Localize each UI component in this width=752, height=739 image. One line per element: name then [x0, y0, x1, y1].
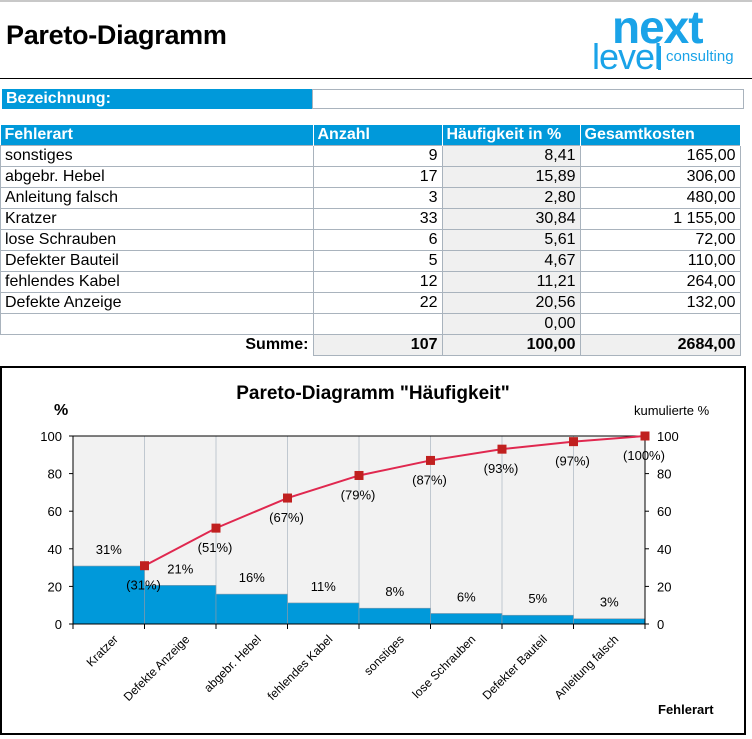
y-tick-label-right: 40 [657, 542, 671, 557]
cell-haeufigkeit[interactable]: 5,61 [441, 229, 581, 251]
y-tick-label-right: 80 [657, 467, 671, 482]
x-category-label: Defekte Anzeige [121, 632, 193, 704]
table-row: Defekte Anzeige 22 20,56 132,00 [0, 292, 741, 314]
cell-haeufigkeit[interactable]: 20,56 [441, 292, 581, 314]
cumulative-marker [426, 455, 435, 465]
top-border [0, 0, 752, 2]
bar-label: 31% [96, 542, 122, 557]
bar-label: 16% [239, 570, 265, 585]
x-category-label: lose Schrauben [410, 632, 479, 701]
cell-kosten[interactable]: 480,00 [579, 187, 741, 209]
table-header-row: Fehlerart Anzahl Häufigkeit in % Gesamtk… [0, 125, 741, 146]
bezeichnung-label: Bezeichnung: [2, 89, 312, 109]
sum-haeufigkeit: 100,00 [441, 334, 581, 356]
cumulative-marker [569, 437, 578, 447]
cell-haeufigkeit[interactable]: 11,21 [441, 271, 581, 293]
bar [573, 618, 646, 625]
bar-label: 8% [385, 584, 404, 599]
col-header-haeufigkeit: Häufigkeit in % [442, 125, 581, 146]
cell-fehlerart[interactable]: fehlendes Kabel [0, 271, 314, 293]
x-category-label: sonstiges [361, 632, 407, 678]
y-axis-label-left: % [54, 402, 69, 419]
cell-haeufigkeit[interactable]: 4,67 [441, 250, 581, 272]
cumulative-label: (100%) [623, 448, 665, 463]
cumulative-marker [211, 523, 221, 533]
x-category-label: Kratzer [84, 632, 121, 669]
table-row: 0,00 [0, 313, 741, 335]
bar [215, 593, 288, 625]
y-tick-label-right: 100 [657, 429, 679, 444]
cumulative-marker [640, 431, 650, 441]
company-logo: next level consulting [592, 1, 742, 77]
y-tick-label-left: 80 [48, 467, 62, 482]
y-tick-label-right: 60 [657, 504, 671, 519]
y-tick-label-left: 60 [48, 504, 62, 519]
header-divider [0, 78, 752, 79]
cumulative-label: (87%) [412, 472, 447, 487]
bar-label: 21% [167, 561, 193, 576]
cumulative-label: (93%) [484, 461, 519, 476]
logo-divider [658, 46, 661, 70]
cell-kosten[interactable]: 1 155,00 [579, 208, 741, 230]
page-title: Pareto-Diagramm [6, 20, 227, 50]
y-tick-label-left: 40 [48, 542, 62, 557]
cumulative-label: (67%) [269, 510, 304, 525]
bar-label: 5% [528, 591, 547, 606]
cumulative-marker [497, 444, 507, 454]
bar-label: 6% [457, 589, 476, 604]
cell-fehlerart[interactable]: Anleitung falsch [0, 187, 314, 209]
cumulative-label: (31%) [126, 578, 161, 593]
chart-container [0, 366, 746, 735]
cell-kosten[interactable]: 165,00 [579, 145, 741, 167]
bar [358, 607, 431, 625]
sum-anzahl: 107 [312, 334, 443, 356]
cell-haeufigkeit[interactable]: 2,80 [441, 187, 581, 209]
bar [430, 613, 503, 625]
cumulative-marker [283, 493, 292, 503]
logo-text-level: level [592, 36, 662, 77]
bar [501, 614, 574, 625]
y-tick-label-right: 20 [657, 579, 671, 594]
col-header-fehlerart: Fehlerart [0, 125, 314, 146]
cumulative-label: (51%) [198, 540, 233, 555]
x-category-label: Anleitung falsch [552, 632, 622, 702]
y-tick-label-right: 0 [657, 617, 664, 632]
cumulative-label: (97%) [555, 454, 590, 469]
x-category-label: abgebr. Hebel [201, 632, 264, 695]
bar-label: 11% [311, 579, 336, 594]
chart-title: Pareto-Diagramm "Häufigkeit" [236, 383, 510, 404]
x-axis-label: Fehlerart [658, 702, 714, 717]
y-tick-label-left: 0 [55, 617, 62, 632]
bar [287, 602, 360, 625]
bar [144, 585, 217, 625]
logo-text-consulting: consulting [666, 48, 734, 65]
col-header-anzahl: Anzahl [313, 125, 443, 146]
bar [72, 565, 145, 625]
y-tick-label-left: 100 [40, 429, 62, 444]
sum-row: Summe: 107 100,00 2684,00 [1, 334, 741, 356]
cell-kosten[interactable]: 132,00 [579, 292, 741, 314]
sum-kosten: 2684,00 [579, 334, 741, 356]
defect-table: Fehlerart Anzahl Häufigkeit in % Gesamtk… [0, 125, 741, 356]
cell-haeufigkeit[interactable]: 8,41 [441, 145, 581, 167]
cell-kosten[interactable]: 306,00 [579, 166, 741, 188]
cumulative-marker [140, 561, 149, 571]
bar-label: 3% [600, 595, 619, 610]
sum-label: Summe: [245, 336, 309, 354]
x-category-label: fehlendes Kabel [265, 632, 336, 703]
cell-fehlerart[interactable]: lose Schrauben [0, 229, 314, 251]
y-tick-label-left: 20 [48, 579, 62, 594]
cumulative-label: (79%) [341, 487, 376, 502]
cell-fehlerart[interactable]: Defekte Anzeige [0, 292, 314, 314]
cumulative-line [144, 435, 646, 567]
col-header-gesamtkosten: Gesamtkosten [580, 125, 741, 146]
x-category-label: Defekter Bauteil [480, 632, 550, 702]
logo-text-next: next [612, 1, 704, 53]
cumulative-marker [354, 470, 364, 480]
bezeichnung-input[interactable] [312, 89, 744, 109]
y-axis-label-right: kumulierte % [634, 403, 710, 418]
